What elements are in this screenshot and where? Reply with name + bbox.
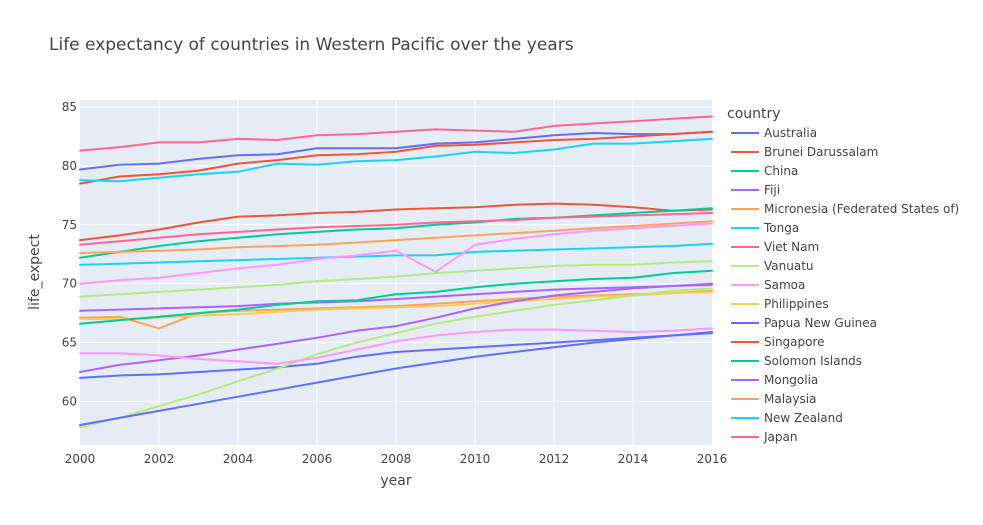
x-tick-label: 2014 — [618, 452, 649, 466]
legend-label: Fiji — [764, 183, 780, 197]
y-tick-label: 60 — [62, 394, 77, 408]
legend-label: Mongolia — [764, 373, 818, 387]
legend-item-viet-nam[interactable]: Viet Nam — [731, 240, 819, 254]
x-tick-label: 2000 — [65, 452, 96, 466]
legend-item-japan[interactable]: Japan — [731, 430, 797, 444]
legend-label: Viet Nam — [764, 240, 819, 254]
legend: country Australia Brunei Darussalam China F… — [727, 106, 959, 444]
legend-label: Japan — [763, 430, 797, 444]
legend-item-papua-new-guinea[interactable]: Papua New Guinea — [731, 316, 877, 330]
legend-label: Solomon Islands — [764, 354, 862, 368]
legend-label: Tonga — [763, 221, 799, 235]
x-tick-label: 2006 — [302, 452, 333, 466]
chart-title: Life expectancy of countries in Western … — [49, 35, 574, 55]
legend-item-mongolia[interactable]: Mongolia — [731, 373, 818, 387]
legend-item-australia[interactable]: Australia — [731, 126, 817, 140]
legend-label: Philippines — [764, 297, 829, 311]
legend-item-new-zealand[interactable]: New Zealand — [731, 411, 843, 425]
legend-label: Brunei Darussalam — [764, 145, 878, 159]
x-axis: 2000 2002 2004 2006 2008 2010 2012 2014 2016 — [65, 452, 728, 466]
legend-label: China — [764, 164, 798, 178]
legend-title: country — [727, 106, 781, 122]
x-tick-label: 2012 — [539, 452, 570, 466]
legend-label: Samoa — [764, 278, 805, 292]
legend-label: Singapore — [764, 335, 825, 349]
legend-item-vanuatu[interactable]: Vanuatu — [731, 259, 814, 273]
legend-item-brunei-darussalam[interactable]: Brunei Darussalam — [731, 145, 878, 159]
legend-item-micronesia-federated-states-of[interactable]: Micronesia (Federated States of) — [731, 202, 959, 216]
legend-item-malaysia[interactable]: Malaysia — [731, 392, 816, 406]
legend-label: New Zealand — [764, 411, 843, 425]
legend-label: Vanuatu — [764, 259, 814, 273]
y-tick-label: 85 — [62, 100, 77, 114]
legend-item-singapore[interactable]: Singapore — [731, 335, 825, 349]
y-tick-label: 75 — [62, 218, 77, 232]
legend-item-philippines[interactable]: Philippines — [731, 297, 829, 311]
x-tick-label: 2002 — [144, 452, 175, 466]
legend-item-solomon-islands[interactable]: Solomon Islands — [731, 354, 862, 368]
x-tick-label: 2008 — [381, 452, 412, 466]
legend-label: Australia — [764, 126, 817, 140]
y-tick-label: 70 — [62, 277, 77, 291]
y-tick-label: 80 — [62, 159, 77, 173]
legend-label: Micronesia (Federated States of) — [764, 202, 959, 216]
legend-label: Malaysia — [764, 392, 816, 406]
y-axis-title: life_expect — [27, 234, 43, 310]
x-tick-label: 2010 — [460, 452, 491, 466]
x-tick-label: 2004 — [223, 452, 254, 466]
legend-label: Papua New Guinea — [764, 316, 877, 330]
legend-item-samoa[interactable]: Samoa — [731, 278, 805, 292]
y-axis: 60 65 70 75 80 85 — [62, 100, 77, 408]
x-axis-title: year — [380, 473, 411, 489]
legend-item-china[interactable]: China — [731, 164, 798, 178]
y-tick-label: 65 — [62, 336, 77, 350]
legend-item-tonga[interactable]: Tonga — [731, 221, 799, 235]
x-tick-label: 2016 — [697, 452, 728, 466]
legend-item-fiji[interactable]: Fiji — [731, 183, 780, 197]
